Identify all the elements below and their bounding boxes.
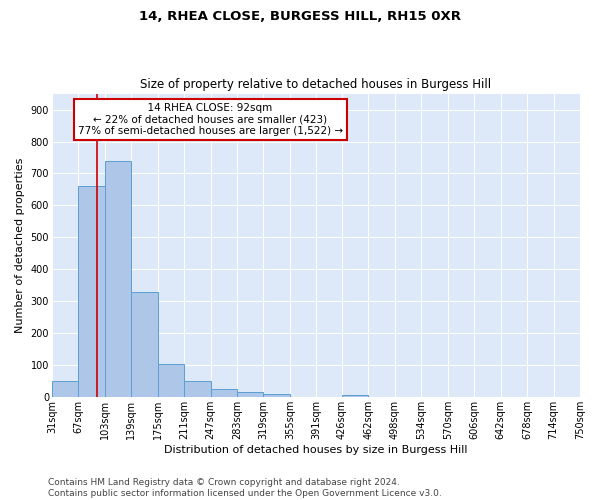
Bar: [78, 186, 105, 398]
Bar: [211, 390, 237, 398]
Bar: [342, 394, 368, 398]
Y-axis label: Number of detached properties: Number of detached properties: [15, 158, 25, 333]
Title: Size of property relative to detached houses in Burgess Hill: Size of property relative to detached ho…: [140, 78, 491, 91]
Bar: [105, 160, 131, 398]
Bar: [237, 392, 263, 398]
Bar: [52, 382, 78, 398]
Bar: [263, 394, 290, 398]
Text: 14 RHEA CLOSE: 92sqm  
← 22% of detached houses are smaller (423)
77% of semi-de: 14 RHEA CLOSE: 92sqm ← 22% of detached h…: [78, 103, 343, 136]
Text: 14, RHEA CLOSE, BURGESS HILL, RH15 0XR: 14, RHEA CLOSE, BURGESS HILL, RH15 0XR: [139, 10, 461, 23]
Bar: [158, 364, 184, 398]
Bar: [184, 382, 211, 398]
Bar: [131, 292, 158, 398]
Text: Contains HM Land Registry data © Crown copyright and database right 2024.
Contai: Contains HM Land Registry data © Crown c…: [48, 478, 442, 498]
X-axis label: Distribution of detached houses by size in Burgess Hill: Distribution of detached houses by size …: [164, 445, 467, 455]
